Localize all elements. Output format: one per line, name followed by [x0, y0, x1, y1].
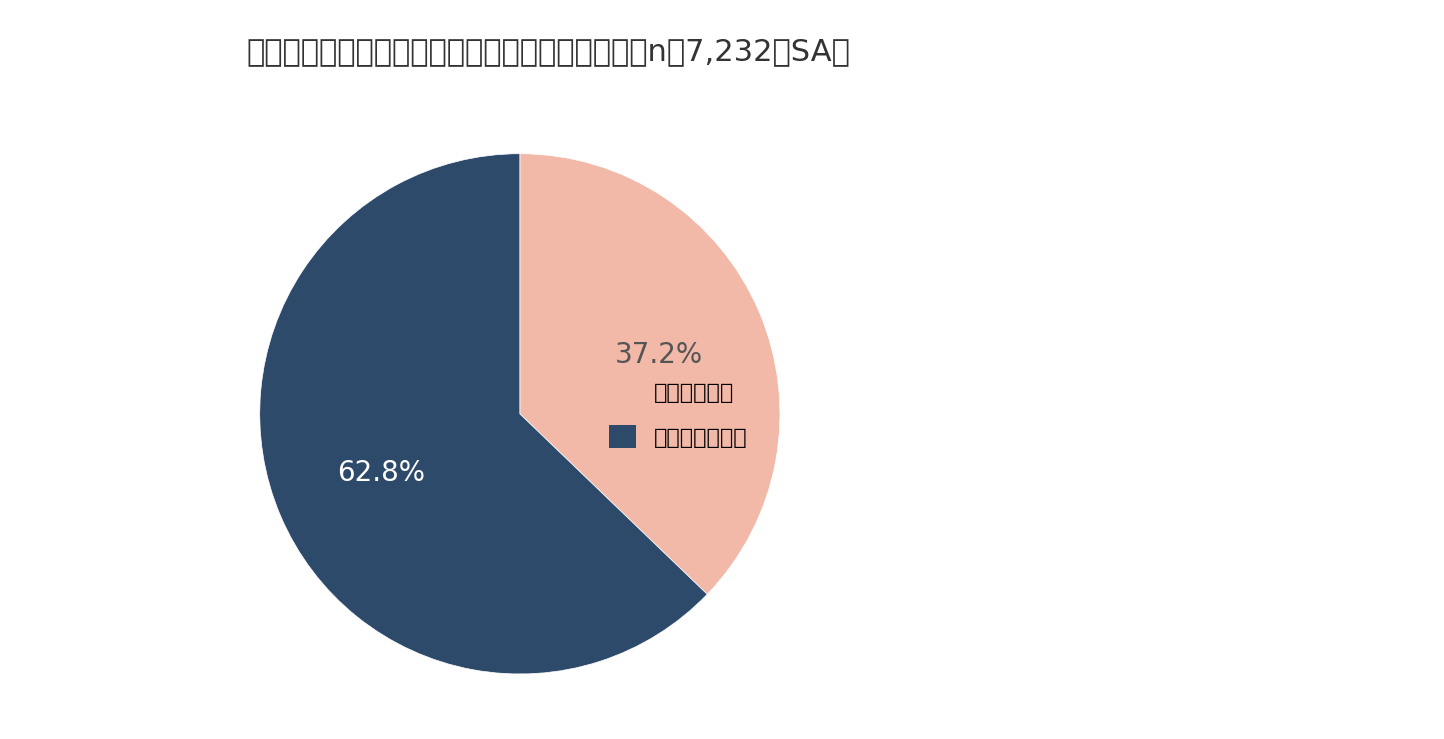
- Wedge shape: [260, 154, 708, 674]
- Wedge shape: [520, 154, 780, 594]
- Legend: 予定している, 予定していない: 予定している, 予定していない: [609, 380, 747, 448]
- Text: あなたの会社では、賃上げを予定していますか（n＝7,232、SA）: あなたの会社では、賃上げを予定していますか（n＝7,232、SA）: [247, 37, 851, 66]
- Text: 62.8%: 62.8%: [336, 459, 425, 487]
- Text: 37.2%: 37.2%: [615, 341, 703, 369]
